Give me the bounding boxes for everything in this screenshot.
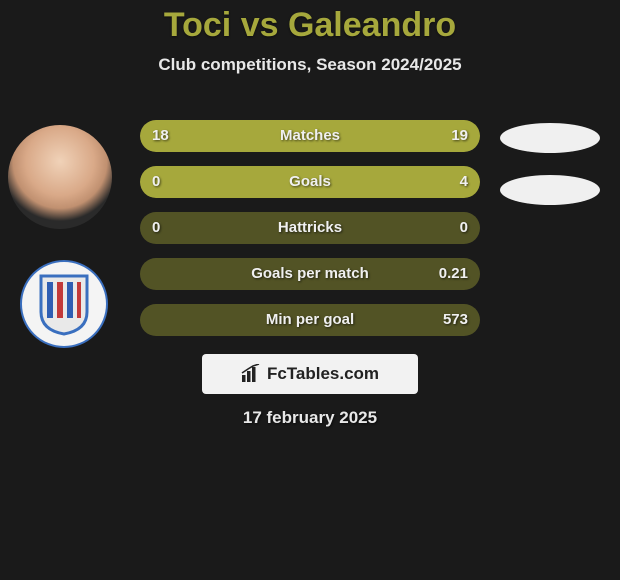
- stat-value-right: 4: [460, 166, 468, 198]
- stat-row: Goals per match0.21: [140, 258, 480, 290]
- date-label: 17 february 2025: [0, 408, 620, 428]
- stat-row: 0Hattricks0: [140, 212, 480, 244]
- source-label: FcTables.com: [267, 364, 379, 384]
- stat-label: Goals per match: [140, 258, 480, 290]
- shield-icon: [37, 272, 91, 336]
- player1-avatar: [8, 125, 112, 229]
- player2-club-badge: [20, 260, 108, 348]
- page-subtitle: Club competitions, Season 2024/2025: [0, 55, 620, 75]
- page-title: Toci vs Galeandro: [0, 0, 620, 45]
- bars-icon: [241, 364, 261, 384]
- comparison-infographic: Toci vs Galeandro Club competitions, Sea…: [0, 0, 620, 580]
- right-oval: [500, 123, 600, 153]
- stat-label: Hattricks: [140, 212, 480, 244]
- stat-row: 18Matches19: [140, 120, 480, 152]
- stat-value-right: 0: [460, 212, 468, 244]
- stat-label: Goals: [140, 166, 480, 198]
- source-badge: FcTables.com: [202, 354, 418, 394]
- stat-value-right: 0.21: [439, 258, 468, 290]
- right-oval: [500, 175, 600, 205]
- stat-row: 0Goals4: [140, 166, 480, 198]
- stat-value-right: 573: [443, 304, 468, 336]
- stat-label: Min per goal: [140, 304, 480, 336]
- stat-value-right: 19: [451, 120, 468, 152]
- stat-label: Matches: [140, 120, 480, 152]
- stat-row: Min per goal573: [140, 304, 480, 336]
- stats-panel: 18Matches190Goals40Hattricks0Goals per m…: [140, 120, 480, 350]
